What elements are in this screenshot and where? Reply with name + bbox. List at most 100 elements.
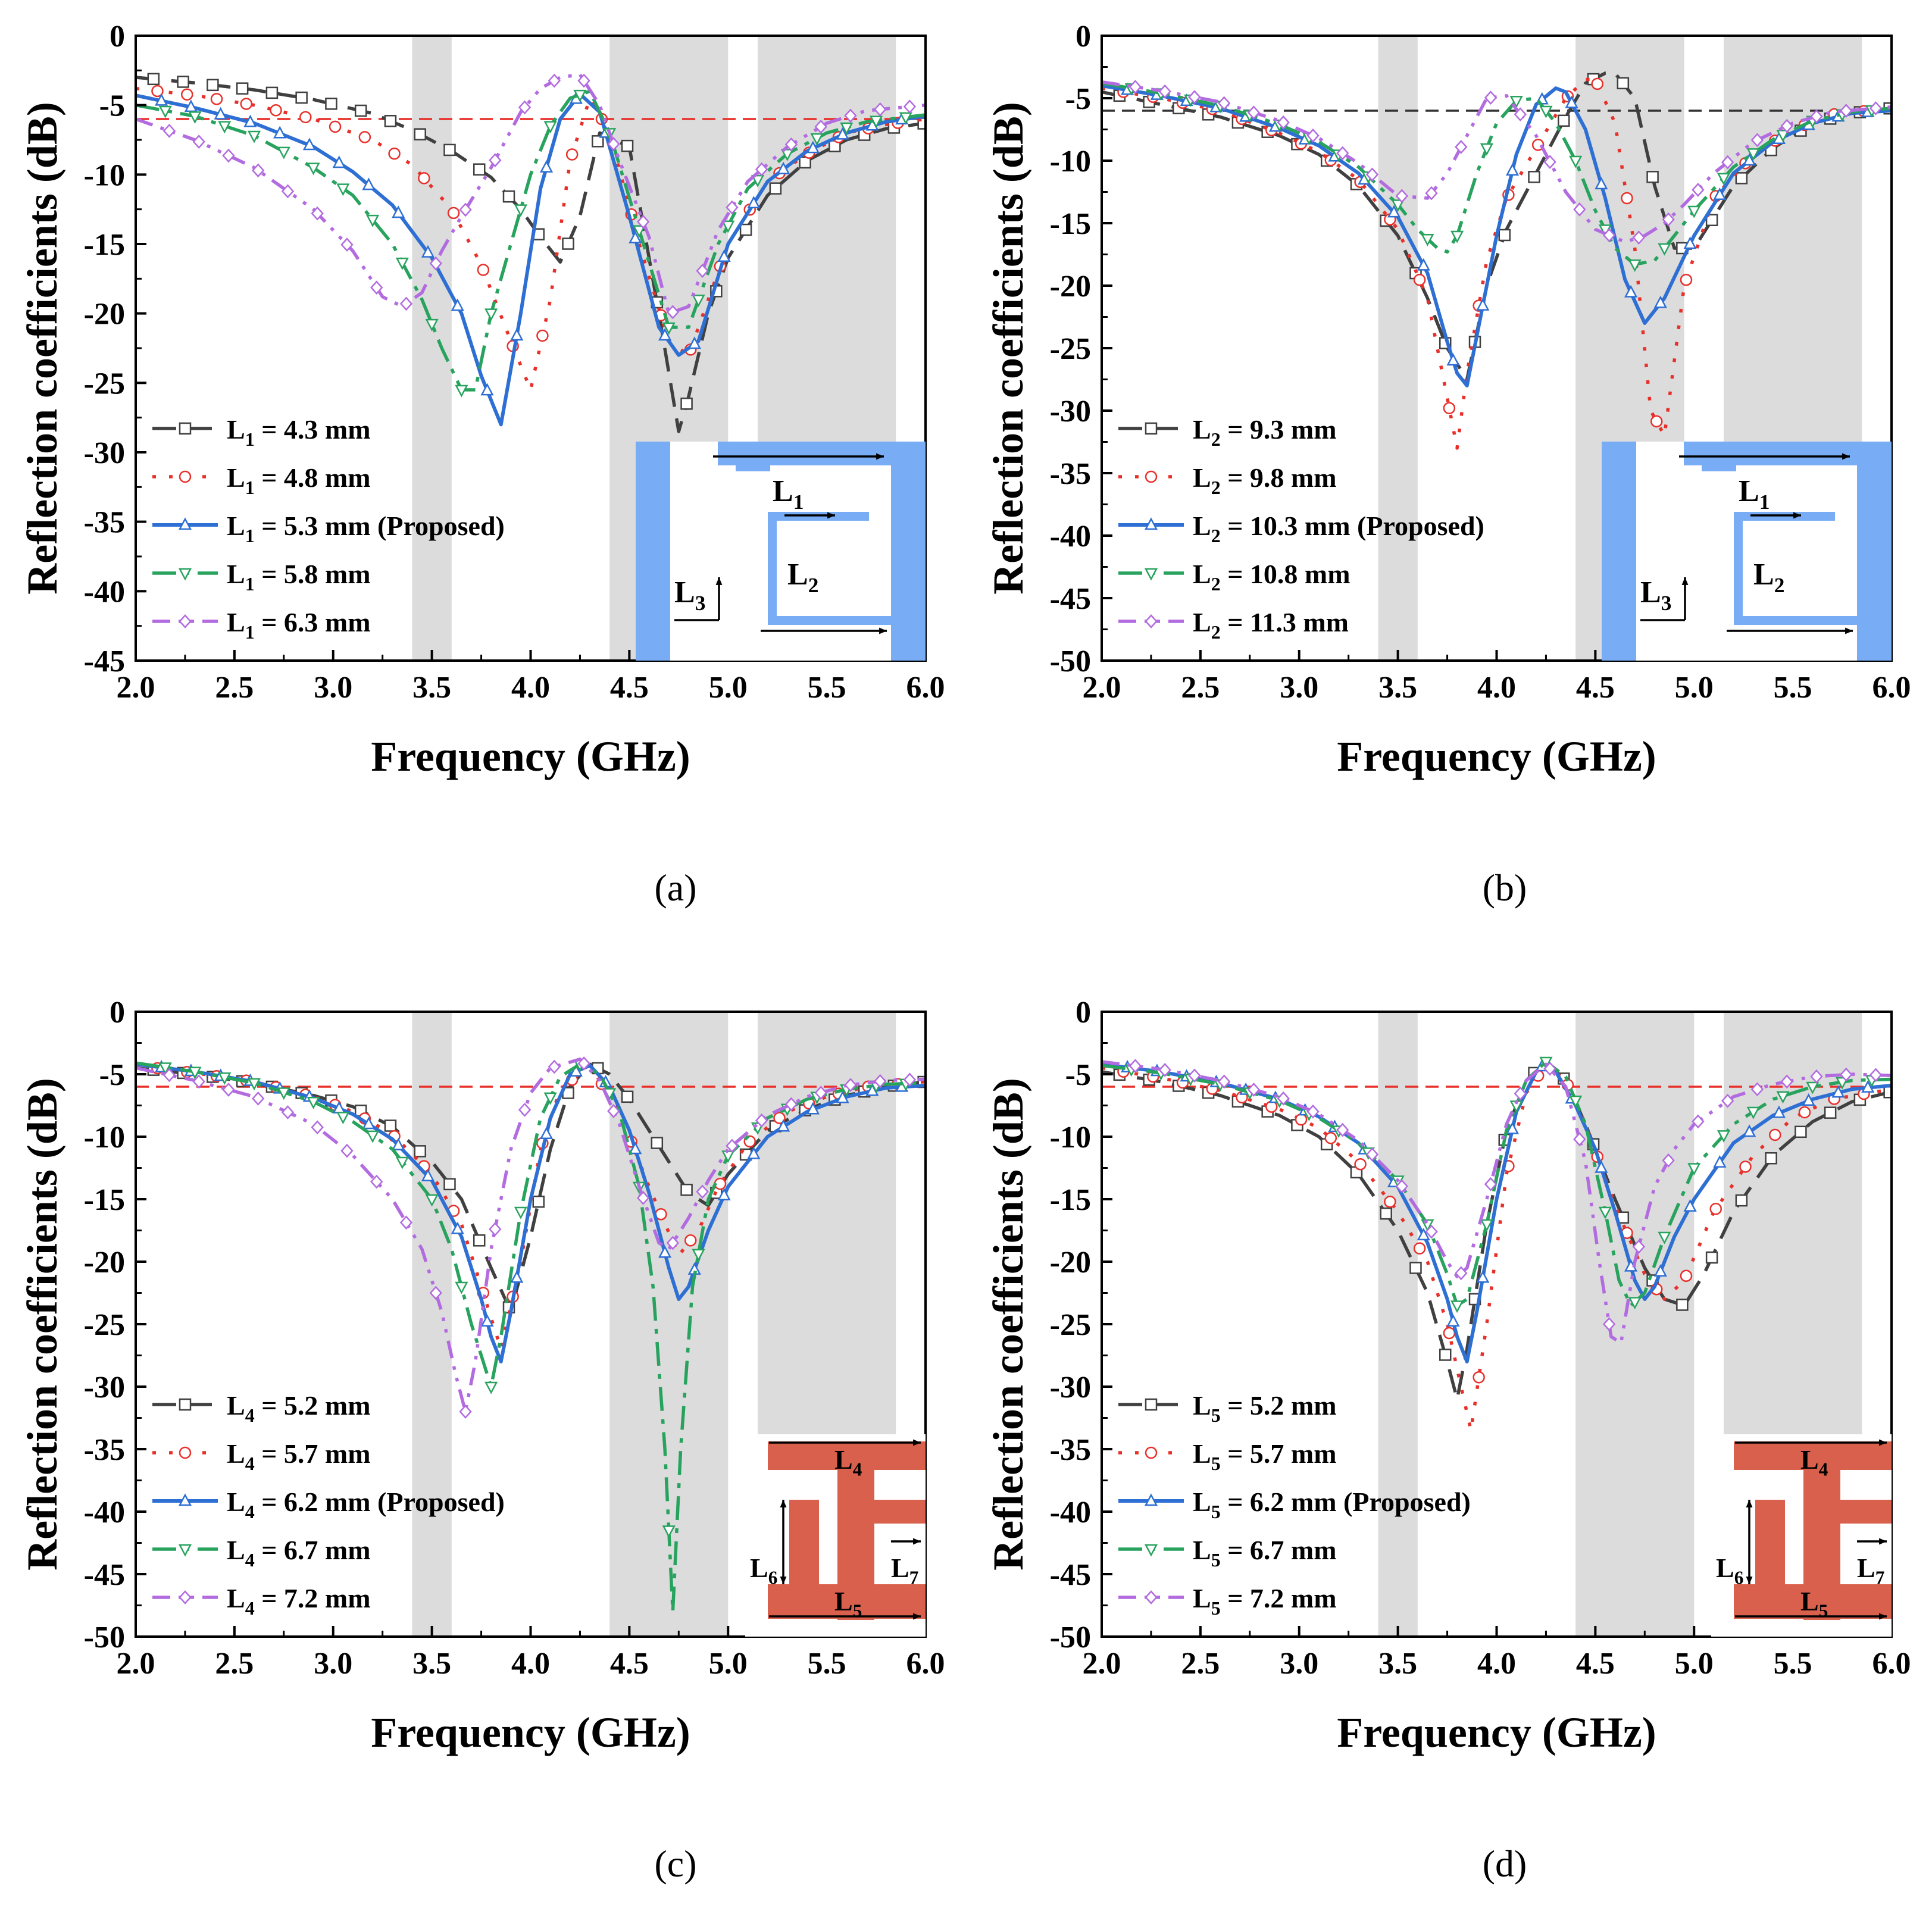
series-marker bbox=[662, 322, 676, 335]
x-tick-label: 5.5 bbox=[808, 1647, 846, 1681]
series-marker bbox=[236, 82, 249, 95]
inset-label-subscript: 1 bbox=[1759, 490, 1770, 514]
series-marker bbox=[188, 111, 202, 124]
series-marker bbox=[240, 98, 253, 110]
series-marker bbox=[562, 237, 574, 250]
y-tick-label: -15 bbox=[1050, 207, 1091, 241]
legend-label: L5 = 5.7 mm bbox=[1193, 1438, 1337, 1474]
series-marker bbox=[1247, 105, 1261, 120]
series-marker bbox=[1514, 107, 1527, 122]
legend-value: = 5.2 mm bbox=[255, 1390, 371, 1421]
legend-marker bbox=[179, 614, 192, 628]
inset-label-l4: L4 bbox=[834, 1444, 862, 1480]
legend-subscript: 4 bbox=[245, 1405, 255, 1426]
series-marker bbox=[354, 104, 367, 117]
series-marker bbox=[1806, 1081, 1820, 1094]
series-marker bbox=[903, 99, 917, 114]
series-marker bbox=[1158, 1062, 1171, 1077]
legend-label: L5 = 6.2 mm (Proposed) bbox=[1193, 1487, 1471, 1522]
series-marker bbox=[536, 329, 549, 342]
series-marker bbox=[1450, 230, 1464, 243]
series-marker bbox=[721, 220, 735, 233]
series-marker bbox=[399, 296, 413, 311]
series-marker bbox=[1705, 1251, 1718, 1264]
series-marker bbox=[629, 230, 642, 243]
y-axis-label: Reflection coefficients (dB) bbox=[984, 102, 1032, 595]
x-tick-label: 5.0 bbox=[1675, 1647, 1714, 1681]
y-tick-label: -35 bbox=[1050, 1433, 1091, 1467]
y-tick-label: 0 bbox=[110, 996, 125, 1030]
x-tick-label: 6.0 bbox=[906, 1647, 945, 1681]
series-marker bbox=[1480, 1219, 1493, 1232]
series-marker bbox=[151, 85, 164, 98]
legend-value: = 4.3 mm bbox=[255, 414, 371, 445]
series-marker bbox=[1413, 273, 1426, 286]
legend-subscript: 1 bbox=[245, 525, 255, 546]
series-marker bbox=[1735, 172, 1748, 184]
inset-mid-bar bbox=[1839, 1500, 1892, 1524]
inset-arrow-l1-head bbox=[876, 453, 884, 460]
chart-c: 2.0 2.5 3.0 3.5 4.0 4.5 5.0 5.5 6.0 0 -5 -10 -15 -20 -… bbox=[18, 996, 945, 1756]
legend-marker bbox=[1145, 1398, 1158, 1411]
x-tick-label: 3.5 bbox=[1378, 671, 1417, 705]
series-line bbox=[1102, 1062, 1892, 1432]
series-marker bbox=[1632, 1239, 1646, 1254]
series-marker bbox=[1306, 128, 1320, 143]
series-marker bbox=[207, 79, 219, 92]
legend-value: = 10.8 mm bbox=[1221, 559, 1350, 589]
legend-value: = 6.7 mm bbox=[1221, 1535, 1337, 1565]
legend-marker bbox=[1145, 470, 1158, 483]
series-marker bbox=[418, 172, 430, 184]
series-marker bbox=[1687, 205, 1701, 218]
shaded-band bbox=[1378, 1012, 1418, 1637]
legend-marker bbox=[179, 1398, 192, 1411]
legend-value: = 10.3 mm (Proposed) bbox=[1221, 511, 1484, 541]
series-marker bbox=[425, 318, 439, 331]
series-marker bbox=[1840, 104, 1853, 118]
inset-label-symbol: L bbox=[674, 575, 695, 609]
series-marker bbox=[1439, 1349, 1452, 1361]
series-marker bbox=[1810, 109, 1823, 124]
legend-label: L2 = 10.8 mm bbox=[1193, 559, 1350, 595]
series-marker bbox=[577, 73, 590, 88]
series-marker bbox=[687, 336, 701, 349]
series-marker bbox=[1621, 192, 1633, 205]
panel-label-b: (b) bbox=[1482, 867, 1527, 909]
inset-arrow-l7-head bbox=[913, 1538, 921, 1545]
series-marker bbox=[658, 1245, 672, 1258]
series-marker bbox=[455, 1281, 468, 1294]
y-axis-label: Reflection coefficients (dB) bbox=[18, 1078, 66, 1571]
inset-arrow-l6b-head bbox=[1746, 1577, 1753, 1584]
series-marker bbox=[1595, 177, 1608, 190]
series-marker bbox=[1425, 1224, 1438, 1239]
series-marker bbox=[1680, 1269, 1693, 1283]
series-marker bbox=[1776, 130, 1790, 143]
inset-stub bbox=[736, 465, 770, 471]
series-marker bbox=[1683, 236, 1697, 249]
series-marker bbox=[680, 1184, 693, 1196]
series-line bbox=[136, 92, 926, 427]
series-marker bbox=[666, 305, 680, 320]
series-marker bbox=[1602, 1317, 1616, 1331]
series-marker bbox=[621, 1090, 634, 1103]
series-marker bbox=[451, 298, 464, 311]
series-marker bbox=[1480, 143, 1493, 156]
series-marker bbox=[1769, 1128, 1781, 1141]
legend-label: L4 = 6.2 mm (Proposed) bbox=[227, 1487, 505, 1522]
inset-label-l7: L7 bbox=[891, 1553, 918, 1588]
y-tick-label: -10 bbox=[84, 1121, 125, 1155]
legend-marker bbox=[1145, 614, 1158, 628]
inset-label-l1: L1 bbox=[773, 474, 804, 514]
x-tick-label: 4.0 bbox=[1477, 671, 1516, 705]
series-marker bbox=[455, 384, 468, 398]
series-marker bbox=[1692, 183, 1705, 197]
series-marker bbox=[1455, 1266, 1468, 1281]
series-marker bbox=[243, 114, 257, 127]
legend-label: L5 = 6.7 mm bbox=[1193, 1535, 1337, 1571]
series-marker bbox=[607, 1104, 620, 1118]
series-marker bbox=[1514, 1086, 1527, 1101]
series-marker bbox=[1591, 77, 1603, 90]
series-marker bbox=[680, 398, 693, 410]
y-tick-label: -40 bbox=[84, 575, 125, 609]
